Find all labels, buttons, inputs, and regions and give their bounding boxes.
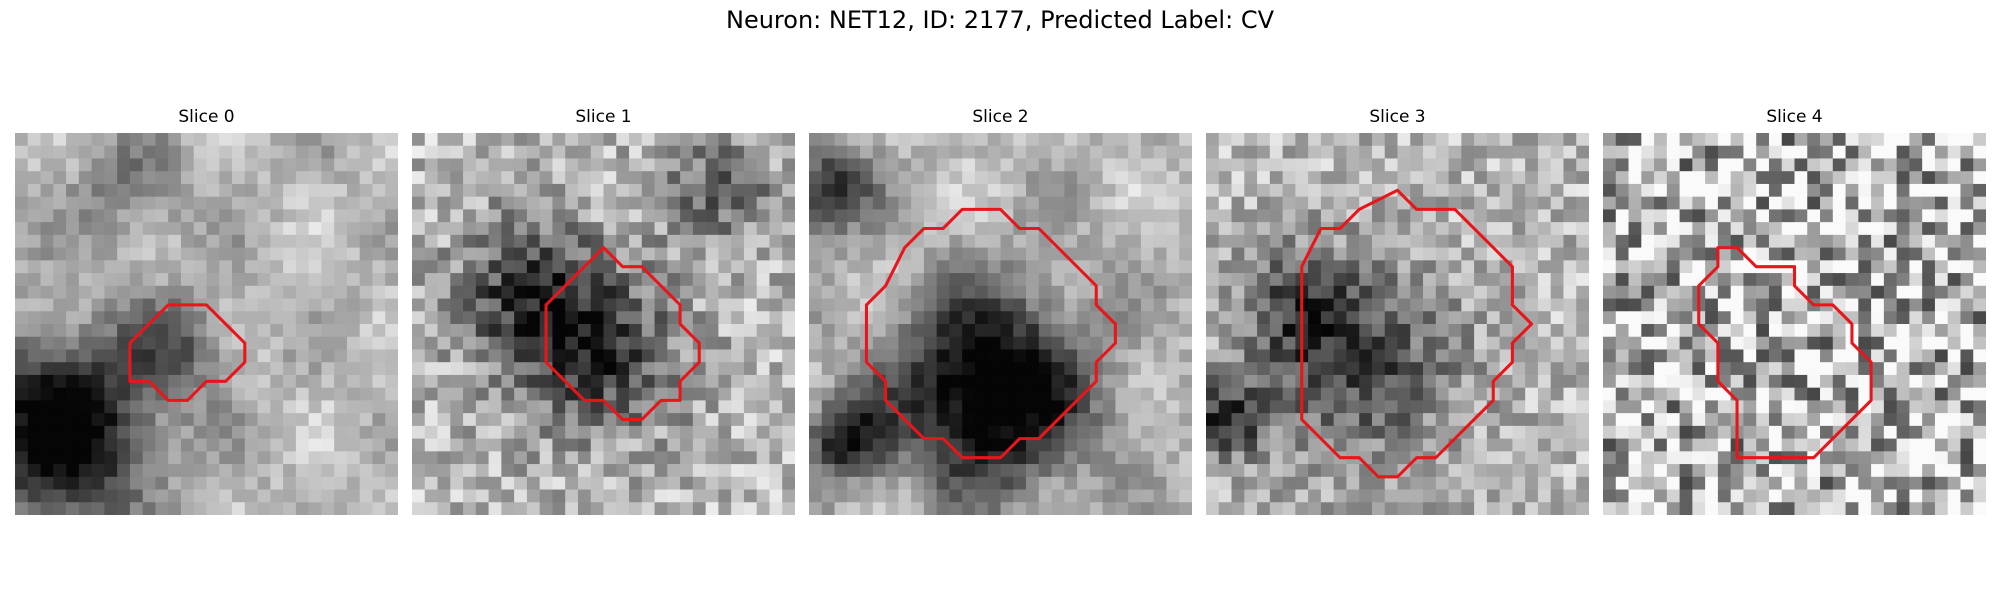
slice-title-1: Slice 1 <box>575 107 632 127</box>
pixel-texture-0 <box>15 133 398 515</box>
slice-panel-1: Slice 1 <box>412 107 795 515</box>
slice-title-0: Slice 0 <box>178 107 235 127</box>
slice-image-3 <box>1206 133 1589 515</box>
slice-image-0 <box>15 133 398 515</box>
neuron-contour-1 <box>544 246 701 422</box>
pixel-texture-4 <box>1603 133 1986 515</box>
slice-panel-3: Slice 3 <box>1206 107 1589 515</box>
neuron-contour-0 <box>128 303 247 402</box>
neuron-contour-2 <box>864 207 1117 460</box>
slice-image-2 <box>809 133 1192 515</box>
slice-title-2: Slice 2 <box>972 107 1029 127</box>
slice-image-4 <box>1603 133 1986 515</box>
slice-panel-4: Slice 4 <box>1603 107 1986 515</box>
slice-panel-2: Slice 2 <box>809 107 1192 515</box>
slice-title-3: Slice 3 <box>1369 107 1426 127</box>
neuron-contour-3 <box>1300 188 1534 479</box>
figure-title: Neuron: NET12, ID: 2177, Predicted Label… <box>726 6 1274 34</box>
slice-title-4: Slice 4 <box>1766 107 1823 127</box>
neuron-contour-4 <box>1697 246 1873 460</box>
slice-panel-0: Slice 0 <box>15 107 398 515</box>
pixel-texture-1 <box>412 133 795 515</box>
pixel-texture-2 <box>809 133 1192 515</box>
slice-image-1 <box>412 133 795 515</box>
